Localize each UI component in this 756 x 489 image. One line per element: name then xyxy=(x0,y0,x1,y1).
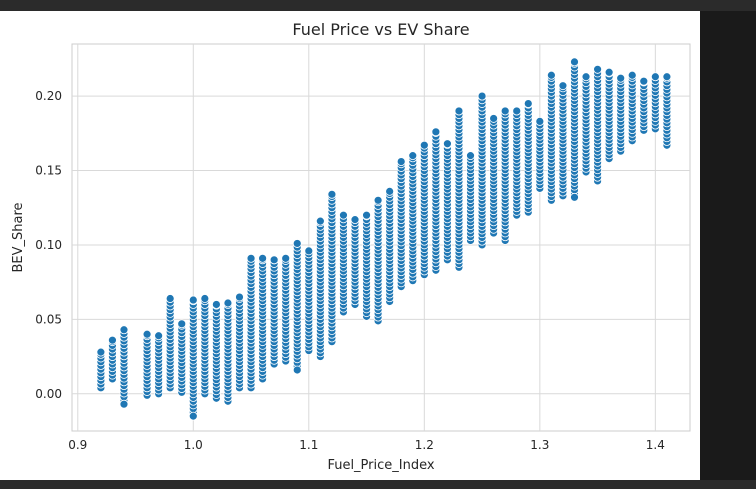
y-tick-label: 0.00 xyxy=(35,387,62,401)
data-point xyxy=(408,151,418,161)
data-point xyxy=(546,70,556,80)
y-tick-label: 0.05 xyxy=(35,312,62,326)
data-point xyxy=(235,292,244,302)
data-point xyxy=(327,189,337,199)
data-point xyxy=(246,253,256,263)
data-point xyxy=(650,72,660,82)
data-point xyxy=(108,335,117,345)
data-point xyxy=(454,106,464,116)
data-point xyxy=(466,151,475,161)
data-point xyxy=(211,300,221,309)
data-point xyxy=(662,72,672,82)
data-point xyxy=(142,329,152,339)
data-point xyxy=(339,210,348,220)
figure-canvas: 0.9 1.0 1.1 1.2 1.3 1.4 0.00 0.05 0.10 0.15 0.20 … xyxy=(0,11,700,480)
data-point xyxy=(512,106,522,116)
data-point xyxy=(581,72,591,82)
data-point xyxy=(269,255,279,265)
top-border xyxy=(0,0,756,11)
x-tick-label: 0.9 xyxy=(68,438,87,452)
data-point xyxy=(223,298,233,308)
y-tick-label: 0.10 xyxy=(35,238,62,252)
y-axis-label: BEV_Share xyxy=(11,202,26,272)
x-tick-label: 1.4 xyxy=(646,438,665,452)
x-tick-labels: 0.9 1.0 1.1 1.2 1.3 1.4 xyxy=(68,438,665,452)
data-point xyxy=(304,246,314,256)
data-point xyxy=(315,216,325,226)
y-tick-labels: 0.00 0.05 0.10 0.15 0.20 xyxy=(35,89,62,401)
data-point xyxy=(639,76,649,86)
data-point xyxy=(477,91,487,101)
data-point xyxy=(292,365,302,375)
data-point xyxy=(558,81,568,91)
data-point xyxy=(535,117,545,126)
data-point xyxy=(385,186,395,196)
data-point xyxy=(604,67,614,77)
data-points xyxy=(96,57,672,421)
data-point xyxy=(373,195,383,205)
data-point xyxy=(627,70,637,80)
x-tick-label: 1.3 xyxy=(530,438,549,452)
data-point xyxy=(281,253,291,263)
scatter-chart: 0.9 1.0 1.1 1.2 1.3 1.4 0.000.050.100.150.20 … xyxy=(0,11,700,480)
data-point xyxy=(188,295,198,305)
data-point xyxy=(188,411,198,421)
y-tick-label: 0.20 xyxy=(35,89,62,103)
x-tick-label: 1.1 xyxy=(299,438,318,452)
data-point xyxy=(419,140,429,150)
data-point xyxy=(523,99,533,108)
data-point xyxy=(396,157,406,166)
data-point xyxy=(593,64,602,74)
data-point xyxy=(431,127,441,137)
chart-title: Fuel Price vs EV Share xyxy=(292,20,469,39)
data-point xyxy=(258,253,268,263)
data-point xyxy=(96,347,106,357)
x-axis-label: Fuel_Price_Index xyxy=(327,458,434,473)
data-point xyxy=(500,106,510,116)
data-point xyxy=(443,139,452,149)
x-tick-label: 1.0 xyxy=(184,438,203,452)
data-point xyxy=(570,57,579,67)
data-point xyxy=(489,114,499,123)
x-tick-label: 1.2 xyxy=(415,438,434,452)
data-point xyxy=(350,215,360,225)
data-point xyxy=(570,192,579,202)
data-point xyxy=(119,399,129,409)
data-point xyxy=(362,210,371,220)
data-point xyxy=(200,294,210,303)
data-point xyxy=(616,73,626,83)
data-point xyxy=(165,294,175,303)
data-point xyxy=(177,319,187,329)
bottom-border xyxy=(0,480,756,489)
data-point xyxy=(292,239,302,248)
data-point xyxy=(154,331,164,341)
y-tick-label: 0.15 xyxy=(35,164,62,178)
right-border xyxy=(700,11,756,480)
data-point xyxy=(119,325,129,335)
